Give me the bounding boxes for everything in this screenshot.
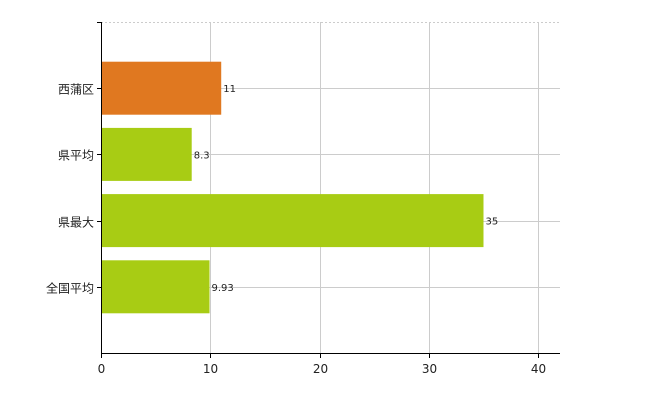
x-tick-label: 40: [531, 362, 546, 376]
y-tick-label: 県平均: [58, 149, 94, 163]
y-tick-label: 県最大: [58, 216, 94, 230]
bar: [101, 127, 192, 181]
bars: [101, 61, 484, 314]
x-tick-label: 10: [203, 362, 218, 376]
data-label: 11: [223, 84, 236, 95]
bar: [101, 61, 222, 115]
data-label: 9.93: [212, 283, 234, 294]
y-tick-label: 全国平均: [46, 281, 94, 296]
bar: [101, 260, 210, 314]
x-tick-label: 30: [422, 362, 437, 376]
x-tick-label: 20: [313, 362, 328, 376]
bar: [101, 194, 484, 248]
grid-lines: [101, 22, 560, 353]
data-label: 8.3: [194, 150, 210, 161]
x-tick-label: 0: [98, 362, 106, 376]
data-labels: 11 8.3 35 9.93: [194, 84, 499, 294]
data-label: 35: [486, 217, 499, 228]
y-tick-label: 西蒲区: [58, 83, 94, 97]
